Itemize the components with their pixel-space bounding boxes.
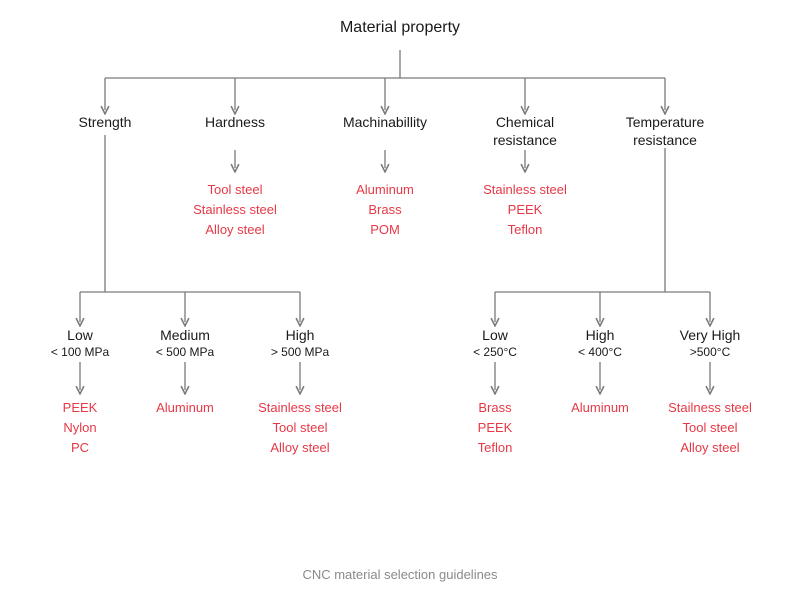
materials-chemical: Stainless steelPEEKTeflon [445,180,605,240]
materials-hardness: Tool steelStainless steelAlloy steel [155,180,315,240]
temp-2: Very High>500°C [630,327,790,360]
node-temperature: Temperatureresistance [585,114,745,149]
strength-2-materials: Stainless steelTool steelAlloy steel [220,398,380,458]
materials-machinability: AluminumBrassPOM [305,180,465,240]
connectors-svg [0,0,800,600]
strength-2: High> 500 MPa [220,327,380,360]
temp-2-materials: Stailness steelTool steelAlloy steel [630,398,790,458]
node-chemical: Chemicalresistance [445,114,605,149]
root-node: Material property [320,18,480,38]
caption: CNC material selection guidelines [0,567,800,582]
node-machinability: Machinabillity [305,114,465,132]
node-hardness: Hardness [155,114,315,132]
